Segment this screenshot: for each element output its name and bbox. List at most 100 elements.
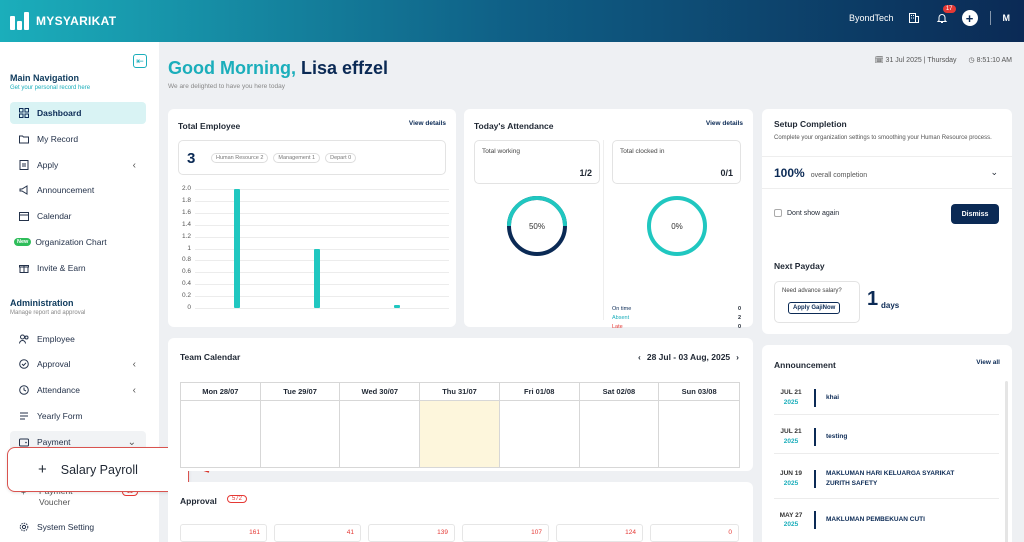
card-title: Next Payday [774,261,825,271]
total-clocked-box: Total clocked in 0/1 [612,140,741,184]
completion-percent: 100% [774,166,805,180]
bar-depart[interactable] [394,305,400,308]
view-details-link[interactable]: View details [408,120,446,127]
admin-subtitle: Manage report and approval [10,310,86,316]
sidebar-item-label: Announcement [37,185,95,195]
bar-human-resource[interactable] [234,189,240,308]
view-details-link[interactable]: View details [705,120,743,127]
y-tick-label: 0.6 [181,268,191,276]
divider [814,427,816,446]
date-text: 31 Jul 2025 | Thursday [885,57,957,64]
day-cell[interactable] [659,401,739,467]
sidebar-item-announcement[interactable]: Announcement [10,179,146,201]
stat-label: Late [612,324,623,330]
building-icon[interactable] [906,10,922,26]
chevron-down-icon[interactable]: ⌄ [990,167,998,177]
sidebar-item-calendar[interactable]: Calendar [10,205,146,227]
sidebar-item-label: System Setting [37,522,95,532]
gear-icon [18,522,29,533]
folder-icon [18,134,29,145]
y-tick-label: 2.0 [181,185,191,192]
card-title: Setup Completion [774,119,847,129]
sidebar-item-system-setting[interactable]: System Setting [10,516,146,538]
company-name[interactable]: ByondTech [848,13,894,23]
new-badge: New [14,238,32,246]
divider [762,188,1012,189]
approval-box[interactable]: 41 [274,524,361,542]
announcement-date: JUL 21 2025 [774,427,808,445]
day-cell[interactable] [181,401,261,467]
announcement-item[interactable]: JUN 19 2025 MAKLUMAN HARI KELUARGA SYARIK… [774,459,999,499]
gift-icon [18,263,29,274]
approval-box[interactable]: 161 [180,524,267,542]
y-tick-label: 1 [187,244,191,252]
sidebar-item-attendance[interactable]: Attendance ‹ [10,379,146,401]
bar-management[interactable] [314,248,320,308]
y-tick-label: 0.8 [181,256,191,264]
approval-box[interactable]: 124 [556,524,643,542]
divider [603,140,604,320]
chevron-right-icon[interactable]: › [736,352,739,362]
stat-on-time: On time 0 [612,305,741,314]
salary-payroll-menu-item[interactable]: + Salary Payroll [7,447,189,492]
announcement-year: 2025 [783,521,799,528]
completion-summary[interactable]: 100% overall completion [774,166,867,180]
greeting-subtitle: We are delighted to have you here today [168,83,285,90]
total-working-box: Total working 1/2 [474,140,600,184]
day-cell[interactable] [261,401,341,467]
approval-box[interactable]: 107 [462,524,549,542]
divider [814,469,816,488]
add-icon[interactable]: + [961,10,978,26]
sidebar-item-employee[interactable]: Employee [10,328,146,350]
sidebar-item-label: Apply [37,160,59,170]
top-bar: MYSYARIKAT ByondTech 17 + M [0,0,1024,42]
bell-icon[interactable]: 17 [934,5,956,26]
day-cell[interactable] [340,401,421,467]
announcement-item[interactable]: JUL 21 2025 khai [774,381,999,415]
y-tick-label: 0 [187,304,191,311]
dismiss-button[interactable]: Dismiss [951,204,999,224]
time-text: 8:51:10 AM [976,57,1012,64]
working-donut: 50% [507,196,567,256]
sidebar-item-dashboard[interactable]: Dashboard [10,102,146,124]
sidebar-item-label: Invite & Earn [37,263,86,273]
y-tick-label: 1.4 [181,220,191,228]
chevron-left-icon[interactable]: ‹ [638,352,641,362]
sidebar-item-invite-earn[interactable]: Invite & Earn [10,257,146,279]
day-cell[interactable] [580,401,660,467]
approval-box[interactable]: 139 [368,524,455,542]
announcement-item[interactable]: MAY 27 2025 MAKLUMAN PEMBEKUAN CUTI [774,503,999,537]
department-pill: Human Resource 2 [211,153,269,163]
sidebar-item-organization-chart[interactable]: New Organization Chart [10,231,146,253]
total-employee-card: Total Employee View details 3 Human Reso… [168,109,456,327]
app-logo[interactable]: MYSYARIKAT [10,12,116,30]
apply-gajinow-button[interactable]: Apply GajiNow [788,302,841,314]
card-title: Total Employee [178,121,241,131]
dashboard-icon [18,108,29,119]
sidebar-item-my-record[interactable]: My Record [10,128,146,150]
main-content: Good Morning, Lisa effzel We are delight… [159,42,1024,542]
announcement-year: 2025 [783,398,799,406]
stat-label: Absent [612,315,630,321]
sidebar-item-yearly-form[interactable]: Yearly Form [10,405,146,427]
announcement-text: MAKLUMAN HARI KELUARGA SYARIKAT ZURITH S… [826,470,955,487]
main-nav-title: Main Navigation [10,73,80,83]
notification-count: 17 [942,5,956,13]
announcement-item[interactable]: JUL 21 2025 testing [774,420,999,454]
day-cell-today[interactable] [420,401,500,467]
dont-show-row: Dont show again [774,209,839,217]
sidebar-item-label: Calendar [37,211,72,221]
working-pct: 50% [529,222,545,231]
announcement-date: JUL 21 2025 [774,388,808,406]
view-all-link[interactable]: View all [976,359,1000,366]
user-avatar[interactable]: M [1002,13,1011,23]
approval-box[interactable]: 0 [650,524,739,542]
dont-show-checkbox[interactable] [774,209,782,217]
card-title: Team Calendar [180,352,241,362]
day-cell[interactable] [500,401,580,467]
chevron-down-icon: ⌄ [127,436,136,448]
sidebar-item-apply[interactable]: Apply ‹ [10,154,146,176]
scrollbar[interactable] [1005,381,1008,542]
sidebar-item-approval[interactable]: Approval ‹ [10,353,146,375]
collapse-sidebar-icon[interactable]: ⇤ [133,54,147,68]
